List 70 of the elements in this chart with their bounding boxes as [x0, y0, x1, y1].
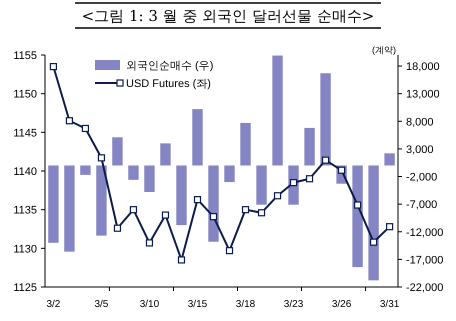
point	[290, 179, 298, 186]
bar	[48, 165, 59, 243]
y2-tick-label: 18,000	[406, 61, 440, 74]
bar	[176, 165, 187, 226]
point	[386, 223, 394, 230]
y2-tick-label: -12,000	[406, 226, 444, 239]
x-tick-label: 3/2	[46, 299, 61, 310]
point	[338, 166, 346, 174]
x-tick-label: 3/31	[380, 299, 400, 310]
y-tick-label: 1140	[13, 166, 37, 178]
bar	[208, 165, 219, 242]
bar	[272, 56, 283, 166]
x-tick-label: 3/5	[94, 299, 109, 310]
bar	[144, 165, 155, 192]
bar	[160, 143, 171, 166]
point	[50, 63, 58, 70]
bar	[240, 122, 251, 166]
point	[130, 206, 138, 214]
point	[82, 124, 90, 132]
y2-tick-label: -7,000	[406, 199, 438, 212]
x-tick-label: 3/26	[332, 299, 352, 310]
x-tick-label: 3/10	[140, 299, 160, 310]
x-tick-label: 3/15	[188, 299, 208, 310]
legend-label: 외국인순매수 (우)	[126, 60, 214, 72]
y2-tick-label: -17,000	[406, 254, 444, 266]
bar	[352, 165, 363, 268]
x-tick-label: 3/23	[284, 299, 304, 310]
y-tick-label: 1145	[13, 127, 37, 140]
bar	[304, 128, 315, 166]
bar	[64, 165, 75, 252]
y2-tick-label: 8,000	[406, 116, 434, 128]
point	[66, 117, 74, 124]
bar	[256, 165, 267, 205]
y2-tick-label: 3,000	[406, 144, 434, 156]
point	[322, 156, 330, 164]
point	[370, 238, 378, 246]
x-tick-label: 3/18	[236, 299, 256, 310]
point	[146, 239, 154, 247]
bar	[320, 73, 331, 166]
legend-label: USD Futures (좌)	[126, 78, 211, 90]
point	[242, 206, 250, 214]
y-tick-label: 1150	[13, 88, 37, 101]
y-tick-label: 1135	[13, 204, 37, 217]
bar	[112, 137, 123, 166]
bar	[80, 165, 91, 175]
y-tick-label: 1130	[13, 243, 37, 256]
point	[354, 201, 362, 209]
bar	[384, 153, 395, 166]
point	[178, 256, 186, 264]
point	[306, 175, 314, 182]
y2-tick-label: 13,000	[406, 88, 440, 101]
bar	[128, 165, 139, 180]
bar	[224, 165, 235, 182]
y-tick-label: 1125	[13, 282, 37, 294]
y-tick-label: 1155	[13, 50, 37, 62]
bar	[96, 165, 107, 236]
point	[258, 209, 266, 216]
point	[226, 247, 234, 254]
chart-title: <그림 1: 3 월 중 외국인 달러선물 순매수>	[82, 7, 374, 25]
point	[210, 213, 218, 220]
bar	[192, 109, 203, 166]
bar	[368, 165, 379, 280]
point	[274, 192, 282, 200]
y2-tick-label: -2,000	[406, 172, 438, 184]
point	[98, 154, 106, 162]
y2-axis-title: (계약)	[372, 45, 396, 55]
point	[162, 211, 170, 219]
y2-tick-label: -22,000	[406, 282, 444, 294]
point	[194, 196, 202, 204]
point	[114, 224, 122, 232]
